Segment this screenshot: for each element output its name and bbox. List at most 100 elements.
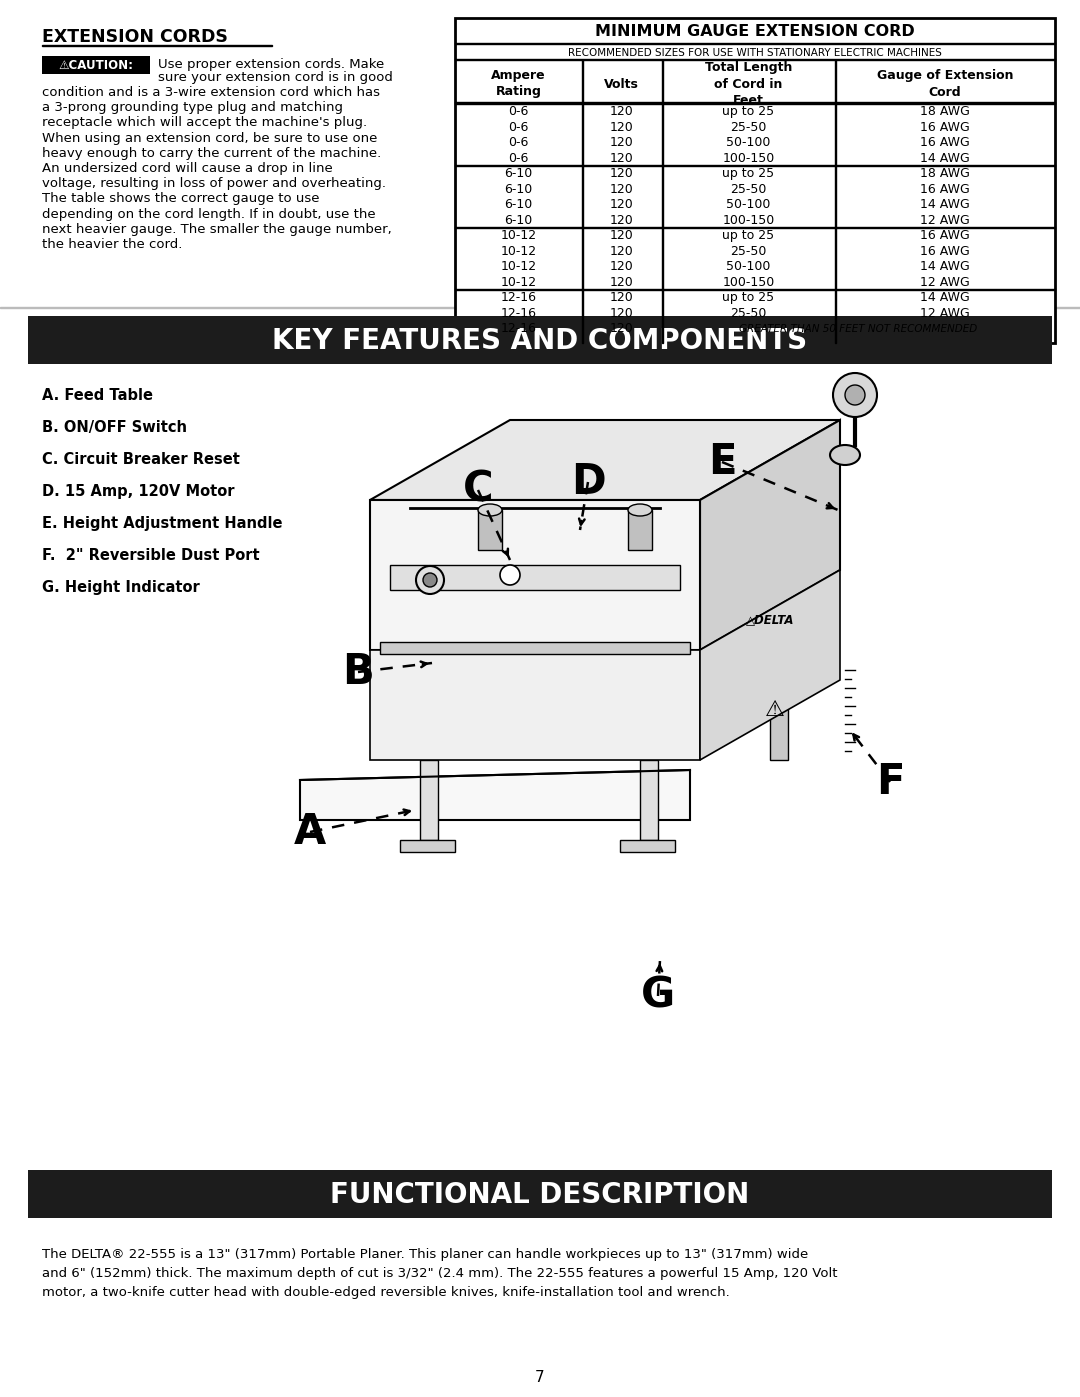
Bar: [662, 60, 663, 342]
Text: 100-150: 100-150: [723, 275, 774, 289]
Text: A: A: [294, 812, 326, 854]
Text: 7: 7: [536, 1370, 544, 1386]
Text: 0-6: 0-6: [509, 120, 528, 134]
Bar: [455, 226, 1055, 228]
Text: D: D: [570, 461, 605, 503]
Bar: [455, 289, 1055, 291]
Text: 120: 120: [610, 198, 634, 211]
Text: 120: 120: [610, 214, 634, 226]
Text: 25-50: 25-50: [730, 183, 767, 196]
Text: 16 AWG: 16 AWG: [920, 244, 970, 258]
Bar: [455, 18, 1055, 342]
Bar: [620, 840, 675, 852]
Text: 100-150: 100-150: [723, 152, 774, 165]
Text: 120: 120: [610, 260, 634, 274]
Text: Volts: Volts: [604, 77, 639, 91]
Text: FUNCTIONAL DESCRIPTION: FUNCTIONAL DESCRIPTION: [330, 1180, 750, 1208]
Text: Ampere
Rating: Ampere Rating: [491, 70, 545, 99]
Text: 14 AWG: 14 AWG: [920, 291, 970, 305]
Text: up to 25: up to 25: [723, 229, 774, 242]
Text: EXTENSION CORDS: EXTENSION CORDS: [42, 28, 228, 46]
Bar: [390, 564, 680, 590]
Text: 120: 120: [610, 152, 634, 165]
Text: 50-100: 50-100: [726, 137, 770, 149]
Circle shape: [833, 373, 877, 416]
Text: 12-16: 12-16: [500, 307, 537, 320]
Bar: [582, 60, 583, 342]
Text: G: G: [640, 975, 675, 1017]
Text: 120: 120: [610, 120, 634, 134]
Polygon shape: [700, 570, 840, 760]
Text: 10-12: 10-12: [500, 260, 537, 274]
Text: 10-12: 10-12: [500, 275, 537, 289]
Text: 6-10: 6-10: [504, 168, 532, 180]
Text: 120: 120: [610, 323, 634, 335]
Text: 120: 120: [610, 168, 634, 180]
Bar: [640, 760, 658, 840]
Text: G. Height Indicator: G. Height Indicator: [42, 580, 200, 595]
Text: 12-16: 12-16: [500, 323, 537, 335]
Ellipse shape: [831, 446, 860, 465]
Bar: [455, 59, 1055, 60]
Text: 14 AWG: 14 AWG: [920, 198, 970, 211]
Bar: [835, 60, 836, 342]
Text: the heavier the cord.: the heavier the cord.: [42, 237, 183, 251]
Bar: [627, 510, 652, 550]
Text: C. Circuit Breaker Reset: C. Circuit Breaker Reset: [42, 453, 240, 467]
Text: 25-50: 25-50: [730, 307, 767, 320]
Text: The DELTA® 22-555 is a 13" (317mm) Portable Planer. This planer can handle workp: The DELTA® 22-555 is a 13" (317mm) Porta…: [42, 1248, 808, 1261]
Text: 12 AWG: 12 AWG: [920, 214, 970, 226]
Text: 120: 120: [610, 229, 634, 242]
Text: 6-10: 6-10: [504, 198, 532, 211]
Text: ⚠: ⚠: [765, 700, 785, 719]
Bar: [478, 510, 502, 550]
FancyBboxPatch shape: [42, 56, 150, 74]
Bar: [770, 680, 788, 760]
Text: F.  2" Reversible Dust Port: F. 2" Reversible Dust Port: [42, 548, 259, 563]
Bar: [42, 45, 272, 46]
Text: depending on the cord length. If in doubt, use the: depending on the cord length. If in doub…: [42, 208, 376, 221]
Circle shape: [845, 386, 865, 405]
Text: 120: 120: [610, 244, 634, 258]
Text: up to 25: up to 25: [723, 291, 774, 305]
Text: a 3-prong grounding type plug and matching: a 3-prong grounding type plug and matchi…: [42, 101, 343, 115]
Text: Gauge of Extension
Cord: Gauge of Extension Cord: [877, 70, 1013, 99]
Text: 50-100: 50-100: [726, 198, 770, 211]
Text: C: C: [462, 469, 494, 511]
Text: 120: 120: [610, 105, 634, 119]
Text: MINIMUM GAUGE EXTENSION CORD: MINIMUM GAUGE EXTENSION CORD: [595, 25, 915, 39]
Bar: [400, 840, 455, 852]
Text: F: F: [876, 761, 904, 803]
Polygon shape: [370, 650, 700, 760]
Text: 14 AWG: 14 AWG: [920, 260, 970, 274]
Text: 0-6: 0-6: [509, 137, 528, 149]
Text: 12-16: 12-16: [500, 291, 537, 305]
Text: 16 AWG: 16 AWG: [920, 120, 970, 134]
Text: E: E: [707, 441, 737, 483]
Polygon shape: [370, 500, 700, 650]
Text: receptacle which will accept the machine's plug.: receptacle which will accept the machine…: [42, 116, 367, 130]
Text: 25-50: 25-50: [730, 120, 767, 134]
Text: The table shows the correct gauge to use: The table shows the correct gauge to use: [42, 193, 320, 205]
Text: motor, a two-knife cutter head with double-edged reversible knives, knife-instal: motor, a two-knife cutter head with doub…: [42, 1287, 730, 1299]
Text: 10-12: 10-12: [500, 229, 537, 242]
Circle shape: [500, 564, 519, 585]
Polygon shape: [370, 420, 840, 500]
Text: D. 15 Amp, 120V Motor: D. 15 Amp, 120V Motor: [42, 483, 234, 499]
Bar: [420, 760, 438, 840]
Text: E. Height Adjustment Handle: E. Height Adjustment Handle: [42, 515, 283, 531]
Bar: [380, 643, 690, 654]
Text: up to 25: up to 25: [723, 105, 774, 119]
Text: and 6" (152mm) thick. The maximum depth of cut is 3/32" (2.4 mm). The 22-555 fea: and 6" (152mm) thick. The maximum depth …: [42, 1267, 837, 1280]
Text: 120: 120: [610, 183, 634, 196]
Text: ⚠CAUTION:: ⚠CAUTION:: [58, 59, 134, 71]
Text: GREATER THAN 50 FEET NOT RECOMMENDED: GREATER THAN 50 FEET NOT RECOMMENDED: [739, 324, 977, 334]
Text: 50-100: 50-100: [726, 260, 770, 274]
Text: 12 AWG: 12 AWG: [920, 275, 970, 289]
Text: next heavier gauge. The smaller the gauge number,: next heavier gauge. The smaller the gaug…: [42, 222, 392, 236]
Polygon shape: [700, 420, 840, 650]
Text: An undersized cord will cause a drop in line: An undersized cord will cause a drop in …: [42, 162, 333, 175]
Text: When using an extension cord, be sure to use one: When using an extension cord, be sure to…: [42, 131, 377, 145]
Circle shape: [423, 573, 437, 587]
Text: 14 AWG: 14 AWG: [920, 152, 970, 165]
